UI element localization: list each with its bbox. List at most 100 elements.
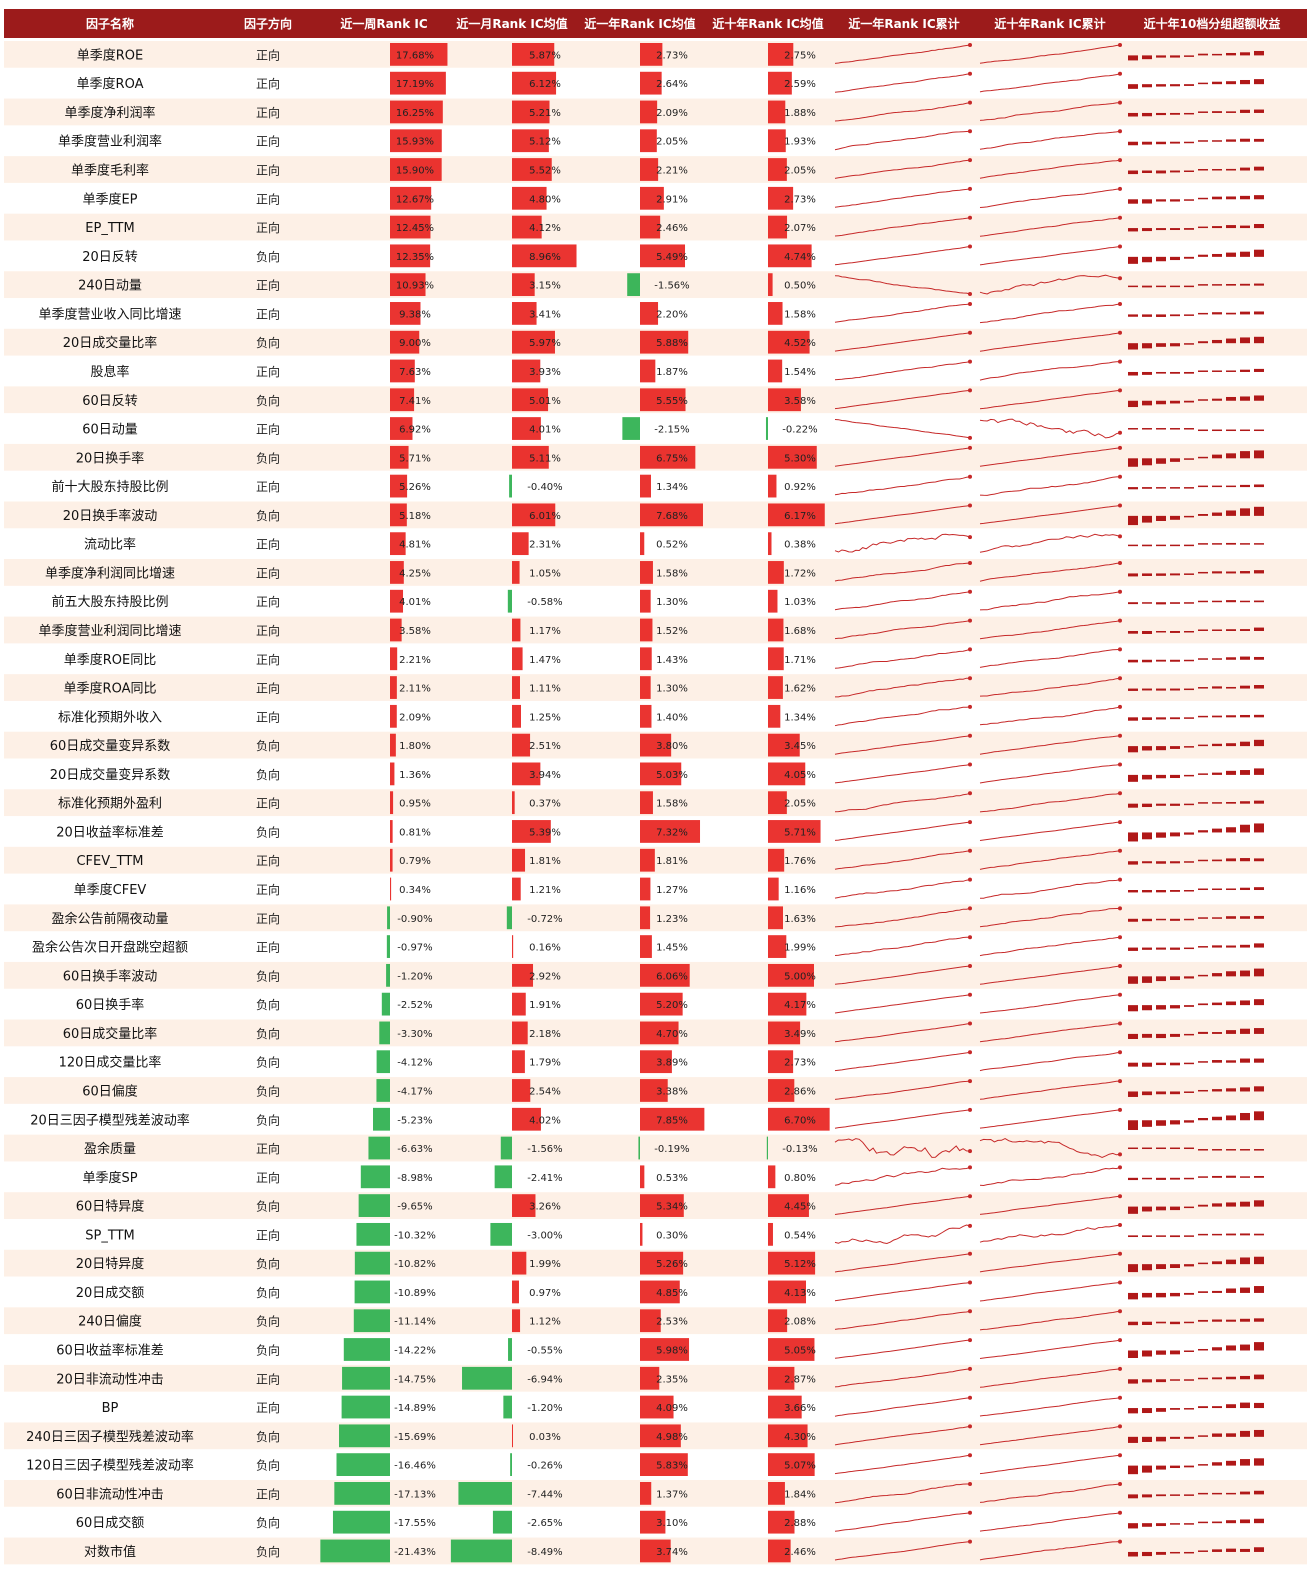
decile-bar xyxy=(1226,139,1236,142)
decile-bar xyxy=(1212,1032,1222,1034)
year-cumulative-sparkline xyxy=(834,735,971,755)
decile-bar xyxy=(1156,803,1166,806)
month-ic-bar xyxy=(512,273,535,297)
row-stripe xyxy=(4,271,1307,299)
decile-bar xyxy=(1142,371,1152,375)
factor-direction: 正向 xyxy=(256,1170,280,1185)
decade-ic-bar xyxy=(768,1309,788,1333)
decade-cumulative-sparkline-endpoint xyxy=(1118,1395,1122,1400)
decade-ic-value: 4.45% xyxy=(784,1202,816,1213)
month-ic-bar xyxy=(512,43,555,66)
week-ic-value: -5.23% xyxy=(397,1115,432,1126)
decade-cumulative-sparkline xyxy=(979,217,1121,237)
decile-bar xyxy=(1142,1523,1152,1527)
table-row: CFEV_TTM 正向 0.79% 1.81% 1.81% 1.76% xyxy=(4,846,1307,874)
year-ic-bar xyxy=(640,244,686,268)
decile-bar xyxy=(1226,396,1236,401)
factor-name: 对数市值 xyxy=(84,1544,136,1560)
decile-bar xyxy=(1254,1318,1264,1322)
decade-cumulative-sparkline xyxy=(979,648,1121,668)
decile-bar xyxy=(1184,343,1194,345)
decile-bar xyxy=(1212,512,1222,516)
decade-cumulative-sparkline xyxy=(979,1483,1121,1503)
decile-bar xyxy=(1198,946,1208,948)
week-ic-value: -17.55% xyxy=(394,1518,436,1529)
decile-bar xyxy=(1184,1350,1194,1352)
decile-bar xyxy=(1240,1548,1250,1552)
week-ic-bar xyxy=(390,43,448,66)
decade-cumulative-sparkline xyxy=(979,418,1121,439)
decile-bar xyxy=(1128,1436,1138,1443)
decile-bar xyxy=(1254,1175,1264,1178)
year-cumulative-sparkline-endpoint xyxy=(968,1251,972,1256)
decade-cumulative-sparkline xyxy=(979,1080,1121,1100)
decile-bar xyxy=(1128,659,1138,663)
decile-bar xyxy=(1142,1494,1152,1498)
decile-bar xyxy=(1184,428,1194,430)
factor-name: 20日收益率标准差 xyxy=(56,824,164,840)
decade-cumulative-sparkline-endpoint xyxy=(1118,445,1122,450)
decile-bar xyxy=(1170,1321,1180,1325)
decile-bar xyxy=(1198,53,1208,56)
factor-direction: 正向 xyxy=(256,278,280,293)
week-ic-bar xyxy=(390,273,426,297)
year-ic-bar xyxy=(640,1165,645,1189)
decile-bar xyxy=(1212,772,1222,775)
year-cumulative-sparkline xyxy=(834,591,971,611)
decile-bar xyxy=(1212,571,1222,574)
factor-direction: 负向 xyxy=(256,1515,280,1530)
year-cumulative-sparkline-endpoint xyxy=(968,445,972,450)
year-cumulative-sparkline-endpoint xyxy=(968,906,972,911)
month-ic-value: 5.12% xyxy=(529,137,561,148)
week-ic-value: -9.65% xyxy=(397,1202,432,1213)
factor-direction: 负向 xyxy=(256,1458,280,1473)
week-ic-value: -10.82% xyxy=(394,1259,436,1270)
header-cell: 近一周Rank IC xyxy=(340,16,428,31)
month-ic-value: 3.15% xyxy=(529,281,561,292)
decile-bar xyxy=(1226,1404,1236,1409)
decile-bar xyxy=(1240,543,1250,545)
decile-bar xyxy=(1170,717,1180,720)
month-ic-bar xyxy=(512,1107,541,1131)
decile-bar xyxy=(1184,1264,1194,1267)
year-ic-value: 2.35% xyxy=(656,1374,688,1385)
year-ic-value: 6.75% xyxy=(656,453,688,464)
decile-bar xyxy=(1240,79,1250,85)
month-ic-value: 5.52% xyxy=(529,166,561,177)
decile-bar xyxy=(1156,55,1166,58)
decade-cumulative-sparkline xyxy=(979,1109,1121,1129)
decade-cumulative-sparkline-endpoint xyxy=(1118,1107,1122,1112)
decile-bar xyxy=(1142,688,1152,691)
month-ic-bar xyxy=(512,158,552,181)
decile-bar xyxy=(1142,314,1152,317)
decile-bar xyxy=(1226,1115,1236,1121)
year-ic-bar xyxy=(640,992,683,1016)
decile-bar xyxy=(1156,515,1166,521)
factor-direction: 正向 xyxy=(256,134,280,149)
decile-bar xyxy=(1212,1549,1222,1552)
decile-bar xyxy=(1226,1233,1236,1236)
week-ic-value: 5.71% xyxy=(399,453,431,464)
decile-bar xyxy=(1254,887,1264,891)
decile-bar xyxy=(1170,228,1180,231)
decile-bar xyxy=(1212,543,1222,545)
month-ic-bar xyxy=(512,359,541,383)
decile-bar xyxy=(1128,285,1138,288)
decile-bar xyxy=(1226,770,1236,775)
decile-bar xyxy=(1128,976,1138,984)
factor-direction: 负向 xyxy=(256,1429,280,1444)
decile-bar xyxy=(1128,774,1138,782)
decade-ic-bar xyxy=(768,474,777,498)
year-cumulative-sparkline xyxy=(834,965,971,985)
decile-bar xyxy=(1184,947,1194,950)
week-ic-value: -14.89% xyxy=(394,1403,436,1414)
year-ic-bar xyxy=(638,1136,640,1160)
decile-bar xyxy=(1198,1464,1208,1466)
month-ic-bar xyxy=(512,388,549,412)
decade-cumulative-sparkline-endpoint xyxy=(1118,676,1122,681)
header-cell: 近十年10档分组超额收益 xyxy=(1144,16,1281,31)
decile-bar xyxy=(1184,1465,1194,1468)
factor-name: 单季度营业收入同比增速 xyxy=(38,306,181,322)
month-ic-value: 5.97% xyxy=(529,338,561,349)
week-ic-value: 7.63% xyxy=(399,367,431,378)
